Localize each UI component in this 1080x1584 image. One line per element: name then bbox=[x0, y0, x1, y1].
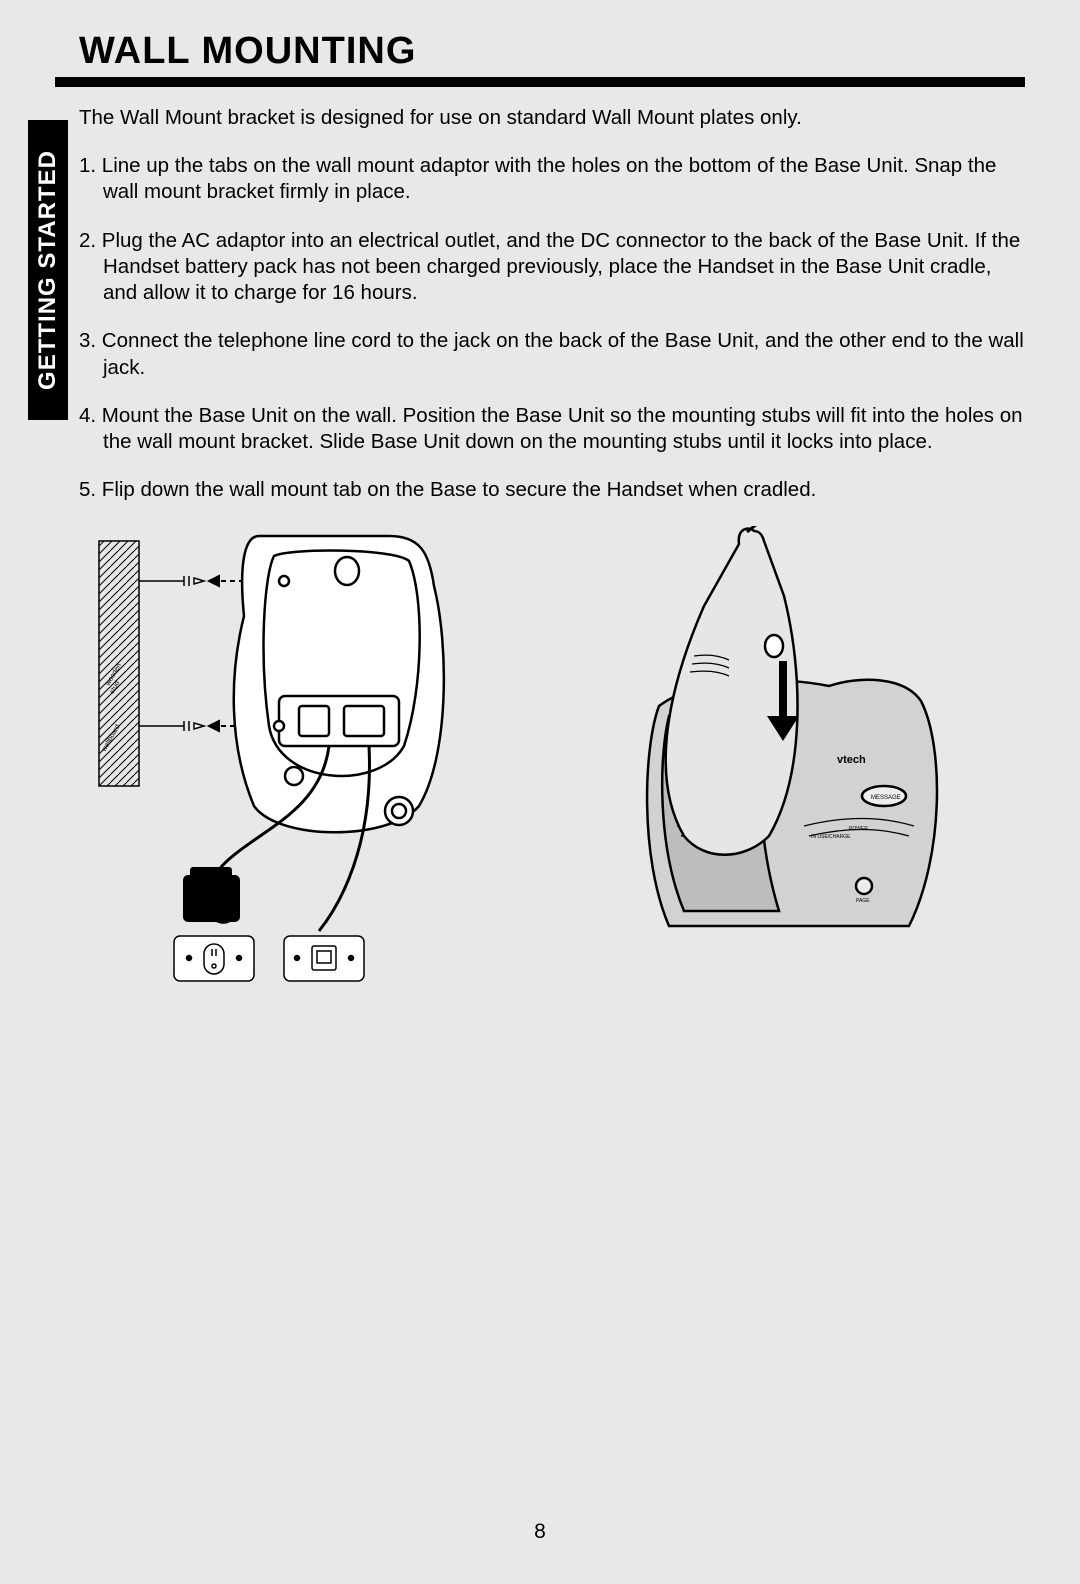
svg-text:IN USE/CHARGE: IN USE/CHARGE bbox=[811, 834, 851, 840]
title-underline bbox=[55, 77, 1025, 87]
step-1: 1. Line up the tabs on the wall mount ad… bbox=[79, 153, 1025, 205]
page-number: 8 bbox=[0, 1520, 1080, 1544]
handset-cradle-illustration-icon: vtech MESSAGE POWER IN USE/CHARGE PAGE bbox=[549, 526, 979, 1006]
section-tab: GETTING STARTED bbox=[28, 120, 68, 420]
step-4: 4. Mount the Base Unit on the wall. Posi… bbox=[79, 403, 1025, 455]
step-5: 5. Flip down the wall mount tab on the B… bbox=[79, 477, 1025, 503]
body-text: The Wall Mount bracket is designed for u… bbox=[79, 105, 1025, 504]
brand-label: vtech bbox=[837, 754, 866, 766]
svg-text:POWER: POWER bbox=[849, 826, 868, 832]
section-tab-label: GETTING STARTED bbox=[34, 150, 62, 390]
wall-mount-illustration-icon: wooden stud wallboard bbox=[79, 526, 509, 1006]
page-title: WALL MOUNTING bbox=[79, 30, 1025, 73]
svg-text:MESSAGE: MESSAGE bbox=[871, 795, 901, 801]
figures-row: wooden stud wallboard bbox=[79, 526, 1025, 1006]
svg-text:PAGE: PAGE bbox=[856, 898, 870, 904]
step-2: 2. Plug the AC adaptor into an electrica… bbox=[79, 228, 1025, 307]
figure-handset-cradle: vtech MESSAGE POWER IN USE/CHARGE PAGE bbox=[549, 526, 979, 1006]
manual-page: WALL MOUNTING GETTING STARTED The Wall M… bbox=[0, 0, 1080, 1584]
intro-paragraph: The Wall Mount bracket is designed for u… bbox=[79, 105, 1025, 131]
figure-wall-mount: wooden stud wallboard bbox=[79, 526, 509, 1006]
step-3: 3. Connect the telephone line cord to th… bbox=[79, 328, 1025, 380]
